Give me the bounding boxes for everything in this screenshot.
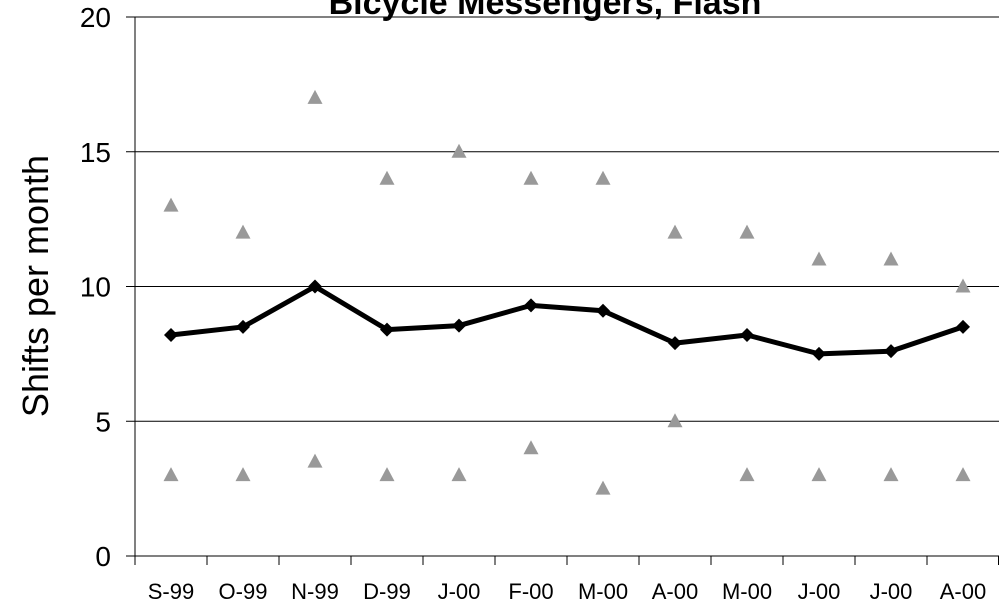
diamond-marker bbox=[668, 336, 682, 351]
diamond-marker bbox=[164, 328, 178, 343]
triangle-marker bbox=[667, 224, 683, 239]
series-line bbox=[170, 284, 964, 357]
triangle-marker bbox=[883, 467, 899, 482]
diamond-marker bbox=[596, 303, 610, 318]
y-tick-label: 0 bbox=[95, 541, 111, 572]
triangle-marker bbox=[163, 467, 179, 482]
triangle-marker bbox=[883, 251, 899, 266]
y-tick-label: 20 bbox=[80, 2, 111, 33]
diamond-marker bbox=[236, 319, 250, 334]
triangle-marker bbox=[163, 197, 179, 212]
x-tick-label: M-00 bbox=[578, 579, 628, 604]
x-tick-label: M-00 bbox=[722, 579, 772, 604]
triangle-marker bbox=[955, 278, 971, 293]
triangle-marker bbox=[739, 467, 755, 482]
triangle-marker bbox=[811, 251, 827, 266]
triangle-marker bbox=[451, 467, 467, 482]
diamond-marker bbox=[884, 344, 898, 359]
triangle-marker bbox=[235, 224, 251, 239]
label-layer: 0 5 10 15 20 S-99 O-99 N-99 D-99 J-00 F-00 M-00 A-00… bbox=[80, 2, 986, 604]
triangle-marker bbox=[307, 453, 323, 468]
axis-layer bbox=[126, 16, 999, 565]
y-axis-label: Shifts per month bbox=[15, 155, 56, 417]
triangle-marker bbox=[307, 89, 323, 104]
triangle-marker bbox=[955, 467, 971, 482]
chart-title: Bicycle Messengers, Flash bbox=[329, 0, 762, 22]
x-tick-label: J-00 bbox=[798, 579, 841, 604]
x-tick-label: J-00 bbox=[870, 579, 913, 604]
x-tick-label: N-99 bbox=[291, 579, 339, 604]
diamond-marker bbox=[740, 328, 754, 343]
y-tick-label: 5 bbox=[95, 406, 111, 437]
x-tick-label: O-99 bbox=[219, 579, 268, 604]
diamond-marker bbox=[452, 318, 466, 333]
y-tick-label: 10 bbox=[80, 272, 111, 303]
triangle-marker bbox=[451, 143, 467, 158]
triangle-marker bbox=[235, 467, 251, 482]
x-tick-label: A-00 bbox=[652, 579, 698, 604]
triangle-marker bbox=[379, 467, 395, 482]
x-tick-label: A-00 bbox=[940, 579, 986, 604]
x-tick-label: J-00 bbox=[438, 579, 481, 604]
diamond-marker bbox=[380, 322, 394, 337]
series-layer bbox=[163, 89, 971, 495]
triangle-marker bbox=[667, 413, 683, 428]
triangle-marker bbox=[739, 224, 755, 239]
triangle-marker bbox=[811, 467, 827, 482]
triangle-marker bbox=[595, 480, 611, 495]
diamond-marker bbox=[524, 298, 538, 313]
x-tick-label: F-00 bbox=[508, 579, 553, 604]
triangle-marker bbox=[523, 170, 539, 185]
triangle-marker bbox=[595, 170, 611, 185]
x-tick-label: D-99 bbox=[363, 579, 411, 604]
grid-layer bbox=[135, 16, 999, 422]
diamond-marker bbox=[812, 346, 826, 361]
x-tick-label: S-99 bbox=[148, 579, 194, 604]
y-tick-label: 15 bbox=[80, 137, 111, 168]
triangle-marker bbox=[523, 440, 539, 455]
diamond-marker bbox=[308, 279, 322, 294]
triangle-marker bbox=[379, 170, 395, 185]
diamond-marker bbox=[956, 319, 970, 334]
